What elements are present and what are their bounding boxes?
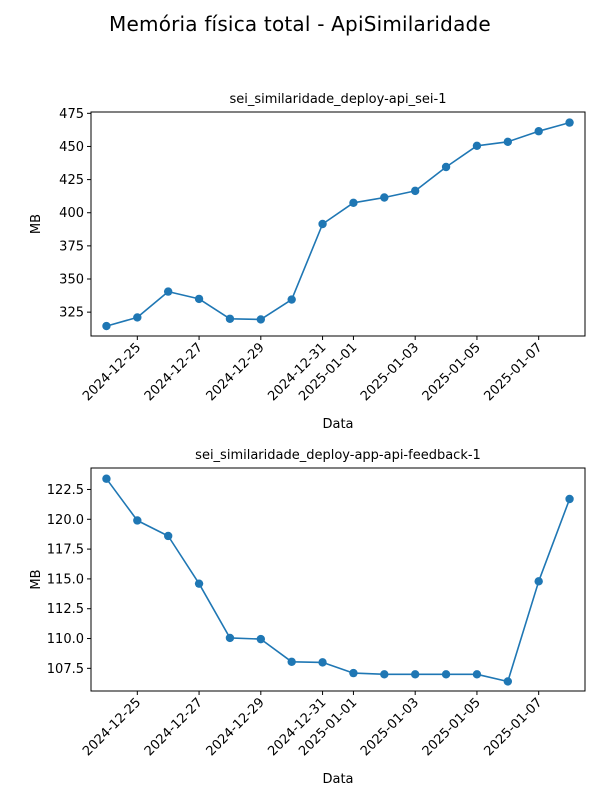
x-tick-label: 2024-12-27 [142,340,206,404]
y-tick-label: 122.5 [47,483,84,498]
data-point [225,314,235,323]
data-point [380,670,389,679]
x-tick-label: 2025-01-07 [481,695,545,759]
y-tick-label: 325 [59,306,84,321]
data-point [318,219,327,229]
data-point [410,670,420,679]
data-point [318,658,327,667]
series-line [105,478,571,683]
data-point [194,579,204,588]
x-tick-label: 2024-12-29 [204,695,268,759]
data-point [441,670,451,679]
x-tick-label: 2024-12-25 [80,695,144,759]
y-tick-label: 475 [59,107,84,122]
data-point [534,577,543,586]
data-point [102,321,111,331]
y-tick-label: 450 [59,140,84,155]
chart-title: sei_similaridade_deploy-app-api-feedback… [195,448,481,463]
y-tick-label: 425 [59,173,84,188]
y-tick-label: 117.5 [47,543,84,558]
x-tick-label: 2024-12-27 [142,695,206,759]
y-tick-label: 115.0 [47,572,84,587]
y-tick-label: 112.5 [47,602,84,617]
y-tick-label: 110.0 [47,632,84,647]
y-tick-label: 375 [59,239,84,254]
data-point [287,295,296,304]
data-point [441,162,451,172]
chart-1: sei_similaridade_deploy-api_sei-1 325 350 3… [29,92,586,432]
data-point [503,677,513,686]
data-point [534,127,543,136]
x-tick-label: 2025-01-05 [420,695,484,759]
x-tick-label: 2025-01-07 [481,340,545,404]
chart-2: sei_similaridade_deploy-app-api-feedback… [29,448,586,787]
chart-title: sei_similaridade_deploy-api_sei-1 [230,92,447,107]
data-point [503,137,513,147]
data-point [349,198,358,207]
data-point [565,118,574,127]
data-point [349,668,358,678]
x-tick-label: 2025-01-03 [358,340,422,404]
data-point [256,634,266,644]
data-point [472,670,482,679]
data-point [472,141,482,150]
data-point [133,313,142,322]
data-point [380,193,389,202]
data-point [194,294,204,304]
data-point [102,474,111,483]
x-tick-label: 2025-01-03 [358,695,422,759]
data-point [133,516,142,525]
data-point [287,657,296,666]
y-tick-label: 107.5 [47,662,84,677]
y-axis-label: MB [29,214,44,234]
data-point [225,633,235,643]
plot-frame [90,111,586,337]
data-point [410,186,420,196]
x-axis-label: Data [322,417,353,432]
figure-title: Memória física total - ApiSimilaridade [109,12,491,36]
y-tick-label: 400 [59,206,84,221]
series-line [106,121,570,327]
data-point [163,531,173,541]
x-tick-label: 2025-01-05 [420,340,484,404]
data-point [565,494,574,504]
x-axis-label: Data [322,772,353,787]
plot-frame [90,467,586,692]
y-axis-label: MB [29,569,44,589]
data-point [163,287,173,296]
x-tick-label: 2024-12-25 [80,340,144,404]
y-tick-label: 350 [59,273,84,288]
data-point [256,315,266,324]
y-tick-label: 120.0 [47,513,84,528]
x-tick-label: 2024-12-29 [204,340,268,404]
